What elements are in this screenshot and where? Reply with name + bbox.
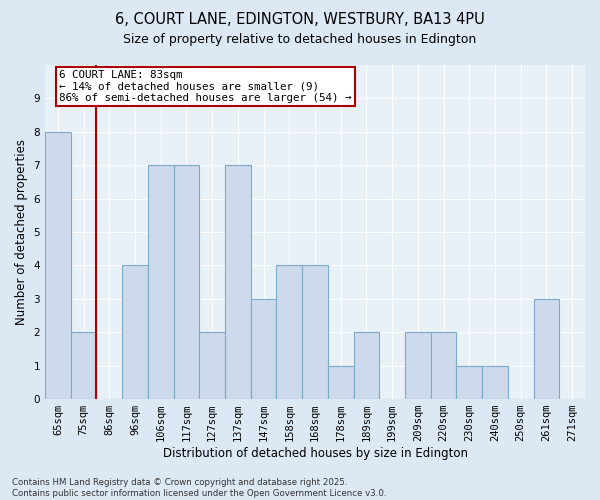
Bar — [302, 266, 328, 399]
X-axis label: Distribution of detached houses by size in Edington: Distribution of detached houses by size … — [163, 447, 467, 460]
Text: Size of property relative to detached houses in Edington: Size of property relative to detached ho… — [124, 32, 476, 46]
Text: 6 COURT LANE: 83sqm
← 14% of detached houses are smaller (9)
86% of semi-detache: 6 COURT LANE: 83sqm ← 14% of detached ho… — [59, 70, 352, 103]
Text: Contains HM Land Registry data © Crown copyright and database right 2025.
Contai: Contains HM Land Registry data © Crown c… — [12, 478, 386, 498]
Bar — [225, 165, 251, 399]
Bar — [353, 332, 379, 399]
Bar — [405, 332, 431, 399]
Bar — [71, 332, 97, 399]
Bar — [482, 366, 508, 399]
Bar — [328, 366, 353, 399]
Bar — [45, 132, 71, 399]
Bar — [251, 299, 277, 399]
Bar — [277, 266, 302, 399]
Y-axis label: Number of detached properties: Number of detached properties — [15, 139, 28, 325]
Text: 6, COURT LANE, EDINGTON, WESTBURY, BA13 4PU: 6, COURT LANE, EDINGTON, WESTBURY, BA13 … — [115, 12, 485, 28]
Bar — [533, 299, 559, 399]
Bar — [457, 366, 482, 399]
Bar — [431, 332, 457, 399]
Bar — [148, 165, 173, 399]
Bar — [199, 332, 225, 399]
Bar — [122, 266, 148, 399]
Bar — [173, 165, 199, 399]
